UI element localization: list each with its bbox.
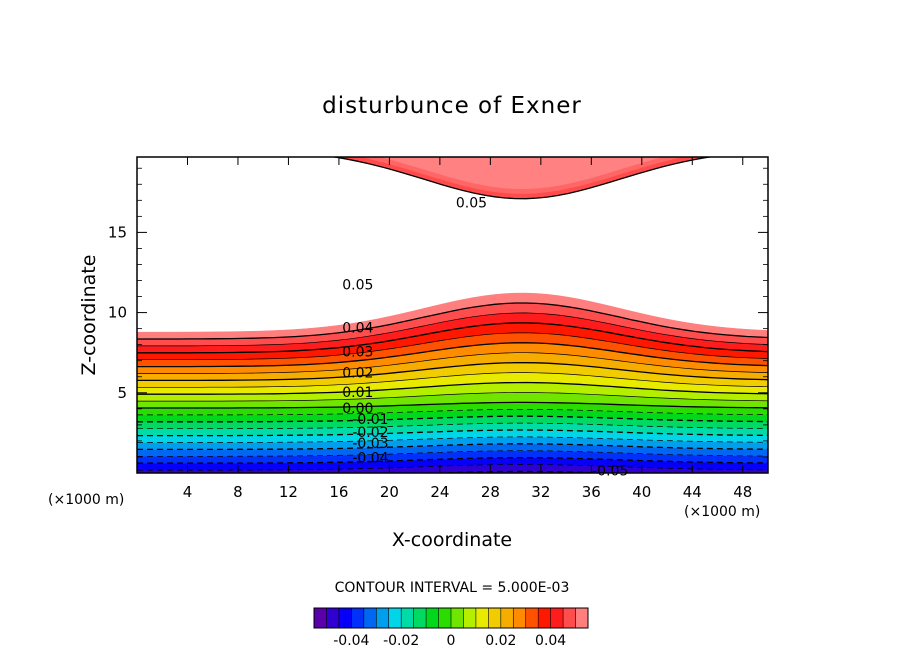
x-tick-label: 24 — [430, 483, 449, 501]
colorbar-segment — [475, 608, 489, 628]
contour-line — [137, 415, 768, 423]
chart-title: disturbunce of Exner — [322, 93, 582, 119]
colorbar-frame — [313, 607, 589, 629]
colorbar-segment — [488, 608, 502, 628]
contour-line — [137, 352, 768, 374]
x-tick-label: 28 — [481, 483, 500, 501]
colorbar-tick-label: 0.04 — [535, 633, 566, 649]
contour-label: 0.00 — [342, 401, 373, 417]
contour-label: -0.02 — [352, 425, 388, 441]
colorbar-segment — [401, 608, 414, 628]
contour-labels: 0.050.050.040.030.020.010.00-0.01-0.02-0… — [342, 196, 628, 480]
colorbar-segment — [563, 608, 576, 628]
contour-interval-text: CONTOUR INTERVAL = 5.000E-03 — [335, 580, 570, 596]
contour-label: 0.01 — [342, 385, 373, 401]
colorbar-segment — [575, 608, 589, 628]
contour-label: -0.01 — [352, 412, 388, 428]
y-tick-label: 15 — [108, 223, 127, 241]
x-axis-label: X-coordinate — [392, 529, 512, 551]
contour-line — [137, 436, 768, 443]
contour-label: 0.05 — [456, 196, 487, 212]
contour-line — [137, 372, 768, 388]
contour-line — [137, 450, 768, 457]
colorbar-segment — [326, 608, 340, 628]
contour-band-top — [380, 157, 664, 190]
colorbar-segment — [451, 608, 464, 628]
colorbar-segment — [525, 608, 539, 628]
x-tick-label: 4 — [183, 483, 193, 501]
colorbar-segment — [314, 608, 327, 628]
x-tick-label: 16 — [329, 483, 348, 501]
colorbar-segment — [538, 608, 551, 628]
colorbar-segment — [363, 608, 377, 628]
x-tick-label: 12 — [279, 483, 298, 501]
colorbar-segment — [413, 608, 427, 628]
contour-line — [137, 392, 768, 402]
plot-frame — [136, 156, 769, 474]
colorbar-tick-label: -0.04 — [333, 633, 369, 649]
contour-label: 0.02 — [342, 366, 373, 382]
contour-label: -0.04 — [352, 451, 388, 467]
contour-line — [137, 312, 768, 347]
y-axis-label: Z-coordinate — [78, 255, 100, 376]
contour-line — [137, 302, 768, 340]
colorbar-segment — [426, 608, 439, 628]
contour-band — [434, 471, 610, 473]
contour-line — [137, 456, 768, 464]
contour-line — [137, 342, 768, 368]
contour-line — [137, 362, 768, 382]
colorbar — [313, 608, 589, 628]
x-tick-label: 20 — [380, 483, 399, 501]
contour-line — [137, 401, 768, 409]
colorbar-tick-label: 0 — [447, 633, 456, 649]
colorbar-segment — [338, 608, 352, 628]
x-tick-label: 48 — [733, 483, 752, 501]
contour-line — [137, 332, 768, 361]
contour-label: 0.05 — [342, 277, 373, 293]
contour-line-top — [329, 157, 714, 200]
colorbar-segment — [550, 608, 564, 628]
contour-label: 0.03 — [342, 345, 373, 361]
contour-label: 0.04 — [342, 321, 373, 337]
colorbar-tick-label: -0.02 — [383, 633, 419, 649]
x-tick-label: 32 — [531, 483, 550, 501]
contour-line — [137, 422, 768, 430]
colorbar-segment — [463, 608, 477, 628]
colorbar-segment — [513, 608, 527, 628]
contour-line — [137, 408, 768, 416]
contour-line — [137, 381, 768, 395]
colorbar-segment — [438, 608, 452, 628]
colorbar-tick-label: 0.02 — [485, 633, 516, 649]
x-tick-label: 40 — [632, 483, 651, 501]
colorbar-segment — [500, 608, 514, 628]
contour-line — [137, 322, 768, 354]
x-tick-label: 44 — [683, 483, 702, 501]
contour-fills — [137, 157, 768, 473]
y-axis-ticks: 5 10 15 — [108, 167, 768, 458]
x-axis-ticks: 4 8 12 16 20 24 28 32 36 40 44 48 — [183, 157, 752, 501]
y-tick-label: 5 — [117, 384, 127, 402]
contour-lines — [137, 157, 768, 473]
colorbar-segment — [388, 608, 402, 628]
contour-line — [137, 443, 768, 451]
colorbar-ticks: -0.04 -0.02 0 0.02 0.04 — [333, 633, 566, 649]
colorbar-segment — [376, 608, 390, 628]
contour-line — [137, 429, 768, 437]
contour-label: -0.03 — [352, 436, 388, 452]
x-unit-left: (×1000 m) — [48, 492, 124, 508]
colorbar-segment — [351, 608, 365, 628]
x-tick-label: 36 — [582, 483, 601, 501]
x-tick-label: 8 — [233, 483, 243, 501]
y-tick-label: 10 — [108, 304, 127, 322]
x-unit-right: (×1000 m) — [684, 504, 760, 520]
contour-label: -0.05 — [592, 463, 628, 479]
contour-line — [137, 464, 768, 471]
